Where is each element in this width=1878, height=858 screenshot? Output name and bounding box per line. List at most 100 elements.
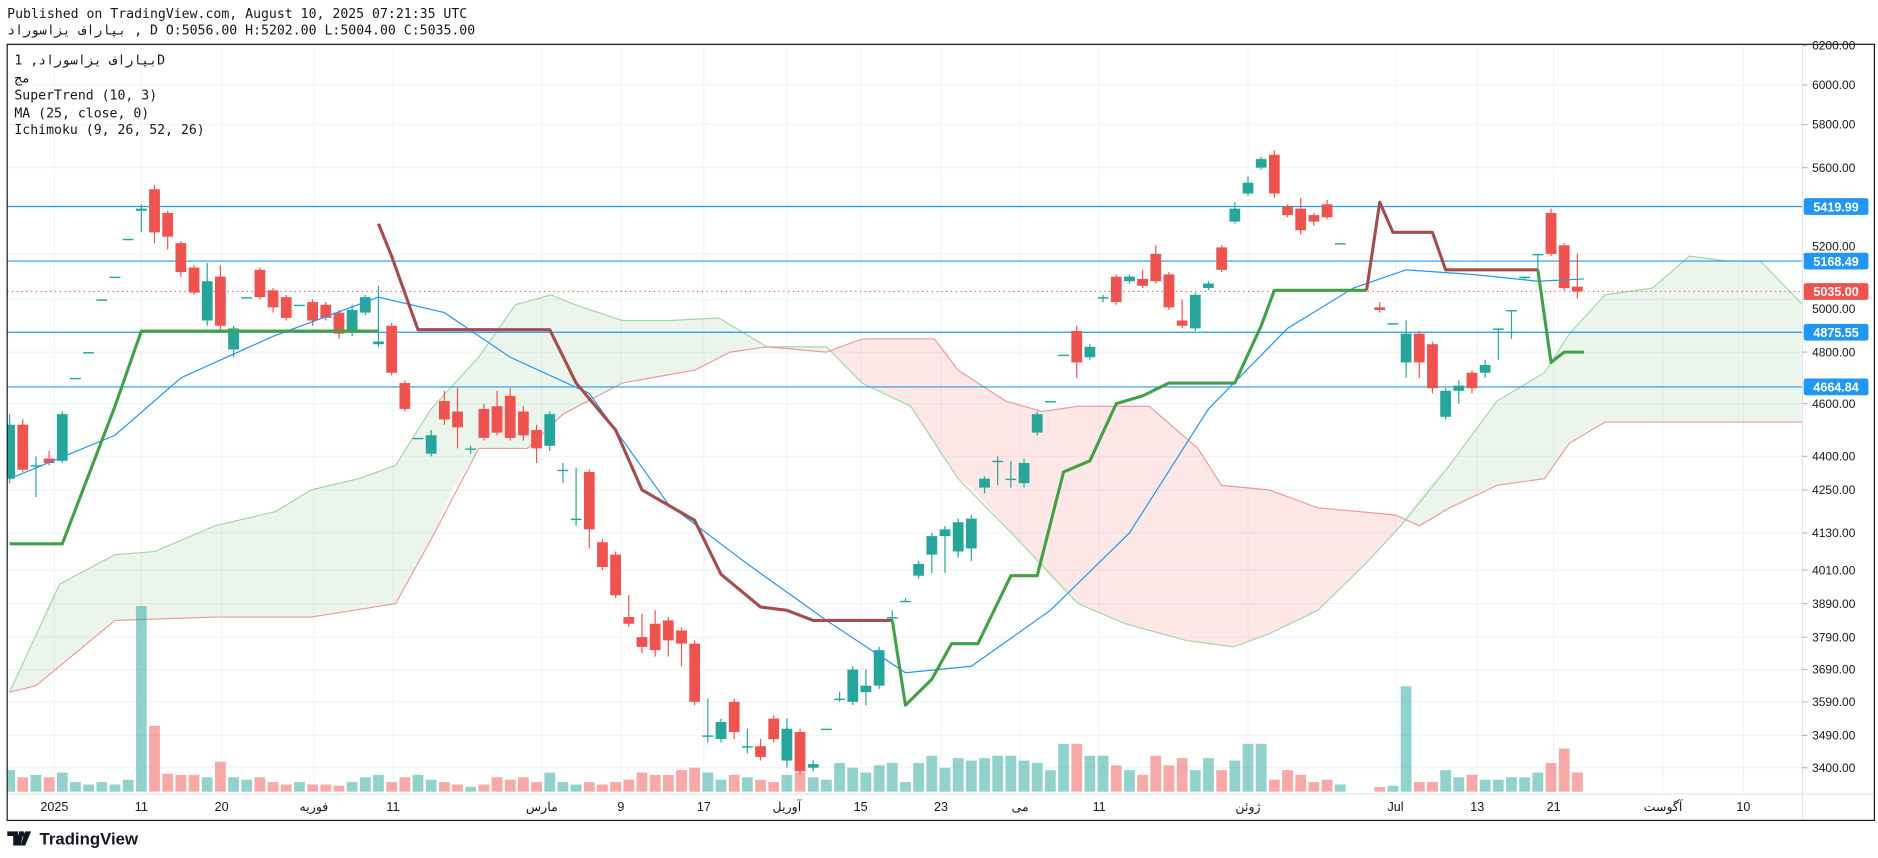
volume-bar[interactable] — [1137, 774, 1148, 792]
candle-body[interactable] — [1492, 328, 1504, 330]
candle-body[interactable] — [1229, 208, 1241, 222]
candle-body[interactable] — [873, 650, 885, 686]
candle-body[interactable] — [886, 617, 898, 619]
candle-body[interactable] — [1044, 401, 1056, 403]
volume-bar[interactable] — [399, 777, 411, 792]
candle-body[interactable] — [583, 471, 595, 530]
volume-bar[interactable] — [689, 767, 701, 792]
volume-bar[interactable] — [412, 774, 424, 792]
volume-bar[interactable] — [886, 762, 898, 792]
candle-body[interactable] — [333, 312, 345, 334]
volume-bar[interactable] — [781, 774, 793, 792]
candle-body[interactable] — [768, 718, 780, 739]
volume-bar[interactable] — [1071, 743, 1083, 792]
candle-body[interactable] — [570, 518, 582, 521]
candle-body[interactable] — [1058, 354, 1069, 357]
volume-bar[interactable] — [1374, 786, 1386, 792]
volume-bar[interactable] — [373, 774, 384, 792]
volume-bar[interactable] — [583, 782, 595, 792]
supertrend-up-line[interactable] — [1536, 269, 1584, 364]
volume-bar[interactable] — [1005, 755, 1017, 792]
volume-bar[interactable] — [702, 772, 714, 792]
candle-body[interactable] — [1163, 274, 1175, 308]
candle-body[interactable] — [4, 424, 15, 479]
candle-body[interactable] — [267, 290, 279, 308]
volume-bar[interactable] — [241, 779, 253, 792]
volume-bar[interactable] — [109, 784, 121, 792]
candle-body[interactable] — [373, 341, 384, 345]
volume-bar[interactable] — [913, 762, 925, 792]
volume-bar[interactable] — [1282, 770, 1293, 792]
volume-bar[interactable] — [4, 770, 15, 792]
volume-bar[interactable] — [965, 760, 977, 792]
volume-bar[interactable] — [1150, 755, 1162, 792]
volume-bar[interactable] — [979, 758, 990, 792]
legend-ichimoku[interactable]: Ichimoku (9, 26, 52, 26) — [14, 122, 205, 138]
candle-body[interactable] — [900, 600, 911, 603]
candle-body[interactable] — [149, 189, 160, 233]
candle-body[interactable] — [280, 297, 292, 318]
volume-bar[interactable] — [96, 782, 108, 792]
candle-body[interactable] — [254, 269, 266, 298]
volume-bar[interactable] — [1321, 779, 1333, 792]
candle-body[interactable] — [1282, 206, 1293, 216]
candle-body[interactable] — [109, 276, 121, 279]
volume-bar[interactable] — [755, 779, 766, 792]
candle-body[interactable] — [834, 698, 845, 701]
candle-body[interactable] — [781, 728, 793, 761]
candle-body[interactable] — [1137, 278, 1148, 286]
volume-bar[interactable] — [83, 784, 95, 792]
candle-body[interactable] — [1571, 286, 1583, 292]
volume-bar[interactable] — [465, 786, 477, 792]
volume-bar[interactable] — [794, 772, 806, 792]
candle-body[interactable] — [649, 623, 661, 651]
volume-bar[interactable] — [1519, 777, 1531, 792]
volume-bar[interactable] — [307, 784, 318, 792]
volume-bar[interactable] — [900, 782, 911, 792]
legend-supertrend[interactable]: SuperTrend (10, 3) — [14, 87, 158, 104]
volume-bar[interactable] — [1440, 770, 1452, 792]
volume-bar[interactable] — [821, 779, 832, 792]
volume-bar[interactable] — [188, 774, 200, 792]
candle-body[interactable] — [728, 701, 740, 733]
candle-body[interactable] — [70, 377, 81, 380]
volume-bar[interactable] — [1031, 762, 1043, 792]
candle-body[interactable] — [122, 238, 134, 241]
candle-body[interactable] — [860, 685, 872, 693]
volume-bar[interactable] — [359, 777, 371, 792]
candle-body[interactable] — [636, 637, 648, 647]
volume-bar[interactable] — [1387, 785, 1399, 792]
candle-body[interactable] — [1374, 307, 1386, 310]
candle-body[interactable] — [465, 448, 477, 450]
candle-body[interactable] — [386, 325, 398, 373]
candle-body[interactable] — [979, 478, 990, 488]
volume-bar[interactable] — [834, 762, 845, 792]
volume-bar[interactable] — [333, 785, 345, 792]
volume-bar[interactable] — [1427, 782, 1438, 792]
candle-body[interactable] — [610, 554, 622, 596]
candle-body[interactable] — [17, 424, 29, 470]
candle-body[interactable] — [794, 732, 806, 772]
candle-body[interactable] — [992, 460, 1004, 463]
volume-bar[interactable] — [597, 784, 608, 792]
volume-bar[interactable] — [662, 774, 674, 792]
candle-body[interactable] — [1545, 212, 1557, 254]
volume-bar[interactable] — [267, 782, 279, 792]
volume-bar[interactable] — [254, 777, 266, 792]
volume-bar[interactable] — [294, 782, 305, 792]
volume-bar[interactable] — [1308, 782, 1320, 792]
candle-body[interactable] — [96, 299, 108, 301]
volume-bar[interactable] — [926, 755, 938, 792]
supertrend-up-line[interactable] — [890, 288, 1367, 707]
volume-bar[interactable] — [135, 606, 147, 792]
candle-body[interactable] — [1268, 154, 1280, 194]
volume-bar[interactable] — [1453, 777, 1465, 792]
candle-body[interactable] — [544, 414, 556, 446]
volume-bar[interactable] — [1084, 755, 1096, 792]
candle-body[interactable] — [702, 735, 714, 737]
candle-body[interactable] — [715, 721, 727, 739]
volume-bar[interactable] — [452, 784, 463, 792]
volume-bar[interactable] — [636, 772, 648, 792]
candle-body[interactable] — [201, 281, 213, 321]
candle-body[interactable] — [1479, 364, 1491, 373]
